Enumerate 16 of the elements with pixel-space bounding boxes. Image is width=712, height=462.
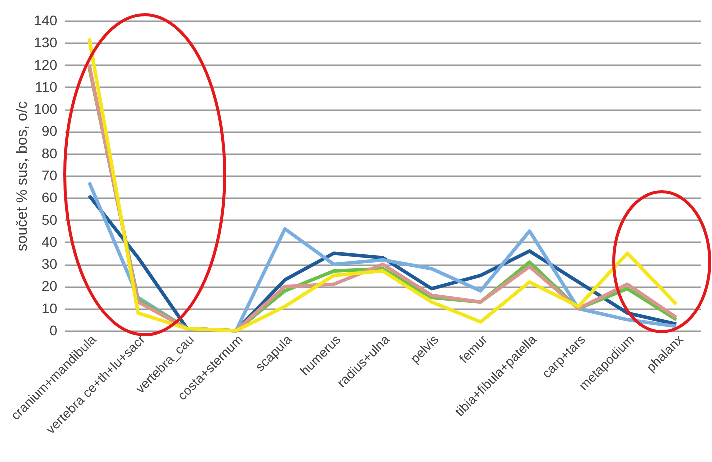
y-tick-label: 30 <box>42 256 58 272</box>
y-tick-label: 140 <box>34 12 58 28</box>
y-tick-label: 120 <box>34 56 58 73</box>
y-tick-label: 40 <box>42 234 58 250</box>
y-tick-label: 100 <box>34 101 58 118</box>
y-tick-label: 110 <box>35 78 58 95</box>
y-tick-label: 90 <box>42 123 58 140</box>
y-tick-label: 0 <box>50 322 58 338</box>
y-tick-label: 80 <box>42 145 58 162</box>
y-tick-label: 20 <box>42 278 58 294</box>
y-tick-label: 70 <box>42 168 58 184</box>
y-tick-label: 130 <box>34 34 58 51</box>
y-tick-label: 50 <box>42 212 58 228</box>
y-tick-label: 10 <box>42 300 58 316</box>
y-axis-title: součet % sus, bos, o/c <box>14 100 32 252</box>
y-tick-label: 60 <box>42 190 58 206</box>
